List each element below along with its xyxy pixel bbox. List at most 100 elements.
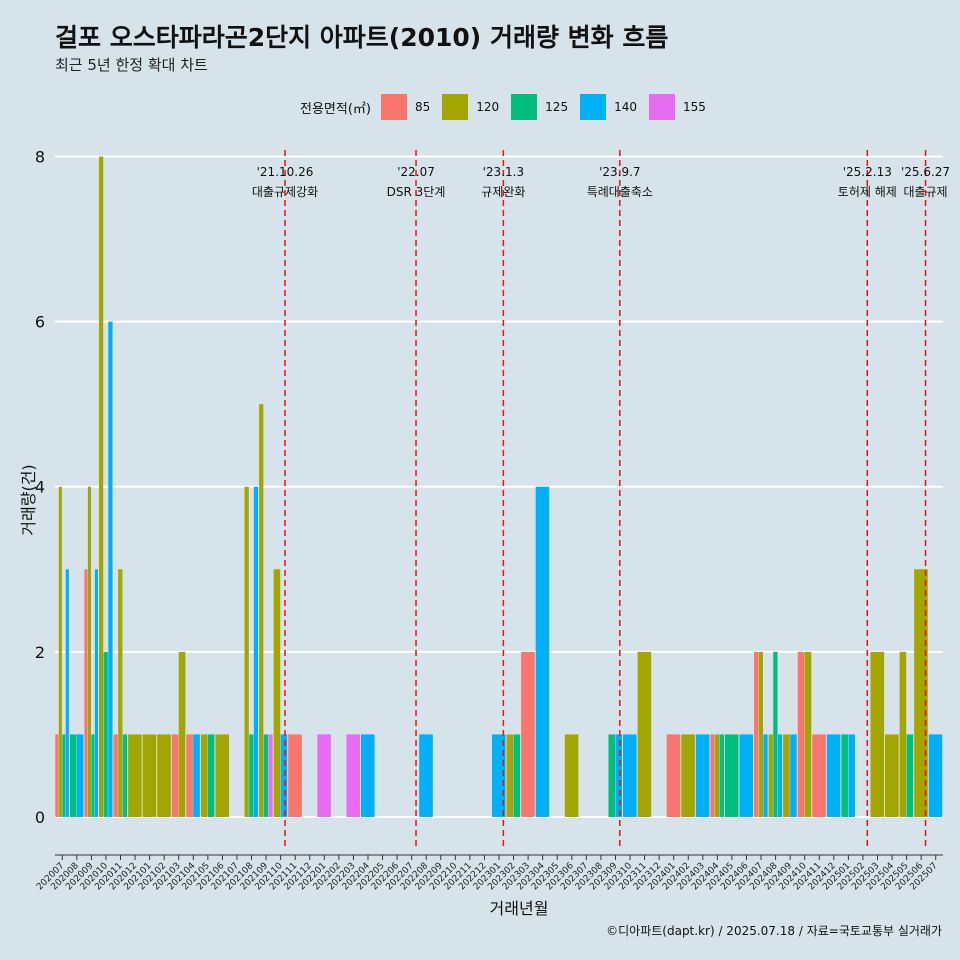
bar [719, 734, 724, 817]
event-label: 규제완화 [481, 185, 525, 199]
bar [128, 734, 142, 817]
legend-item-155: 155 [648, 94, 706, 120]
bar [928, 734, 943, 817]
legend-swatch [442, 94, 469, 120]
bar [103, 651, 108, 817]
event-label: DSR 3단계 [387, 185, 446, 199]
bar [841, 734, 848, 817]
bar [259, 404, 264, 817]
bar [615, 734, 623, 817]
bar [666, 734, 681, 817]
y-tick-label: 6 [35, 313, 45, 332]
chart-subtitle: 최근 5년 한정 확대 차트 [55, 56, 208, 74]
bar [113, 734, 118, 817]
bar [87, 486, 91, 817]
legend-label: 120 [476, 100, 500, 114]
bar [724, 734, 739, 817]
bar [826, 734, 841, 817]
bar [637, 651, 652, 817]
bar [777, 734, 783, 817]
bar [754, 651, 759, 817]
bar [62, 734, 66, 817]
bar [171, 734, 179, 817]
bar [763, 734, 768, 817]
bar [94, 569, 98, 817]
y-tick-label: 8 [35, 148, 45, 167]
bar [715, 734, 720, 817]
bar [65, 569, 69, 817]
bar [69, 734, 77, 817]
y-tick-label: 2 [35, 643, 45, 662]
bar [273, 569, 281, 817]
bar [98, 156, 104, 817]
event-label: 대출규제강화 [252, 185, 318, 199]
event-date-label: '25.2.13 [843, 165, 892, 179]
x-axis-title: 거래년월 [490, 899, 549, 918]
legend-swatch [648, 94, 675, 120]
bar [253, 486, 259, 817]
bar [521, 651, 535, 817]
bar [288, 734, 302, 817]
legend-item-120: 120 [442, 94, 499, 120]
bar [317, 734, 331, 817]
bar [906, 734, 914, 817]
event-label: 대출규제 [903, 185, 947, 199]
bar [268, 734, 273, 817]
legend-swatch [511, 94, 538, 120]
legend-swatch [580, 94, 607, 120]
legend-item-140: 140 [580, 94, 637, 120]
event-date-label: '21.10.26 [257, 165, 314, 179]
bar [91, 734, 95, 817]
bar [790, 734, 797, 817]
bar [914, 569, 928, 817]
bar [55, 734, 59, 817]
legend-label: 140 [614, 100, 637, 114]
bar [118, 569, 123, 817]
event-label: 토허제 해제 [838, 185, 897, 199]
legend-swatch [380, 94, 407, 120]
bar [804, 651, 812, 817]
legend-label: 85 [414, 100, 431, 114]
y-tick-label: 0 [35, 808, 45, 827]
legend-item-125: 125 [511, 94, 568, 120]
bar [797, 651, 805, 817]
bar [186, 734, 193, 817]
bar [84, 569, 88, 817]
bar [535, 486, 550, 817]
legend-label: 125 [545, 100, 569, 114]
bar [280, 734, 288, 817]
bar [76, 734, 84, 817]
y-axis-title: 거래량(건) [19, 464, 38, 535]
bar [244, 486, 249, 817]
bar [773, 651, 778, 817]
bar [346, 734, 361, 817]
source-caption: ©디아파트(dapt.kr) / 2025.07.18 / 자료=국토교통부 실… [606, 924, 942, 938]
legend-label: 155 [682, 100, 706, 114]
bar [142, 734, 157, 817]
bar [681, 734, 695, 817]
bar [899, 651, 907, 817]
bar [200, 734, 208, 817]
bar [623, 734, 637, 817]
bar [263, 734, 269, 817]
bar [768, 734, 773, 817]
bar [564, 734, 579, 817]
bar [812, 734, 826, 817]
event-date-label: '25.6.27 [901, 165, 950, 179]
bar [178, 651, 186, 817]
bar [207, 734, 215, 817]
event-date-label: '23.9.7 [599, 165, 640, 179]
bar [122, 734, 128, 817]
bar [108, 321, 113, 817]
bar [848, 734, 855, 817]
bar [608, 734, 616, 817]
chart-title: 걸포 오스타파라곤2단지 아파트(2010) 거래량 변화 흐름 [55, 23, 669, 52]
legend-item-85: 85 [380, 94, 431, 120]
event-date-label: '23.1.3 [483, 165, 524, 179]
bar [710, 734, 715, 817]
bar [193, 734, 200, 817]
bar [870, 651, 885, 817]
y-tick-label: 4 [35, 478, 45, 497]
legend-title: 전용면적(㎡) [300, 101, 371, 117]
